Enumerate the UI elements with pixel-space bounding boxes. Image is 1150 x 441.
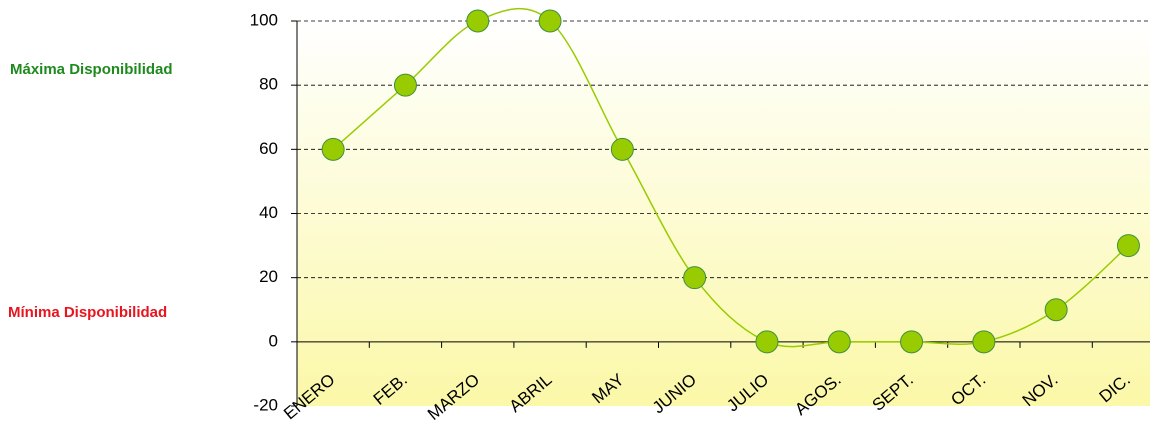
marker: [538, 9, 562, 33]
y-tick-label: 40: [259, 203, 278, 222]
y-tick-label: 100: [250, 10, 278, 29]
y-tick-label: -20: [253, 395, 278, 414]
y-tick-label: 20: [259, 267, 278, 286]
marker: [972, 330, 996, 354]
y-tick-label: 80: [259, 75, 278, 94]
y-tick-label: 0: [269, 331, 278, 350]
marker: [466, 9, 490, 33]
marker: [393, 73, 417, 97]
marker: [900, 330, 924, 354]
marker: [827, 330, 851, 354]
annotation: Máxima Disponibilidad: [10, 61, 173, 78]
marker: [321, 137, 345, 161]
marker: [610, 137, 634, 161]
marker: [683, 266, 707, 290]
marker: [755, 330, 779, 354]
marker: [1044, 298, 1068, 322]
annotation: Mínima Disponibilidad: [8, 304, 167, 321]
marker: [1116, 234, 1140, 258]
y-tick-label: 60: [259, 139, 278, 158]
